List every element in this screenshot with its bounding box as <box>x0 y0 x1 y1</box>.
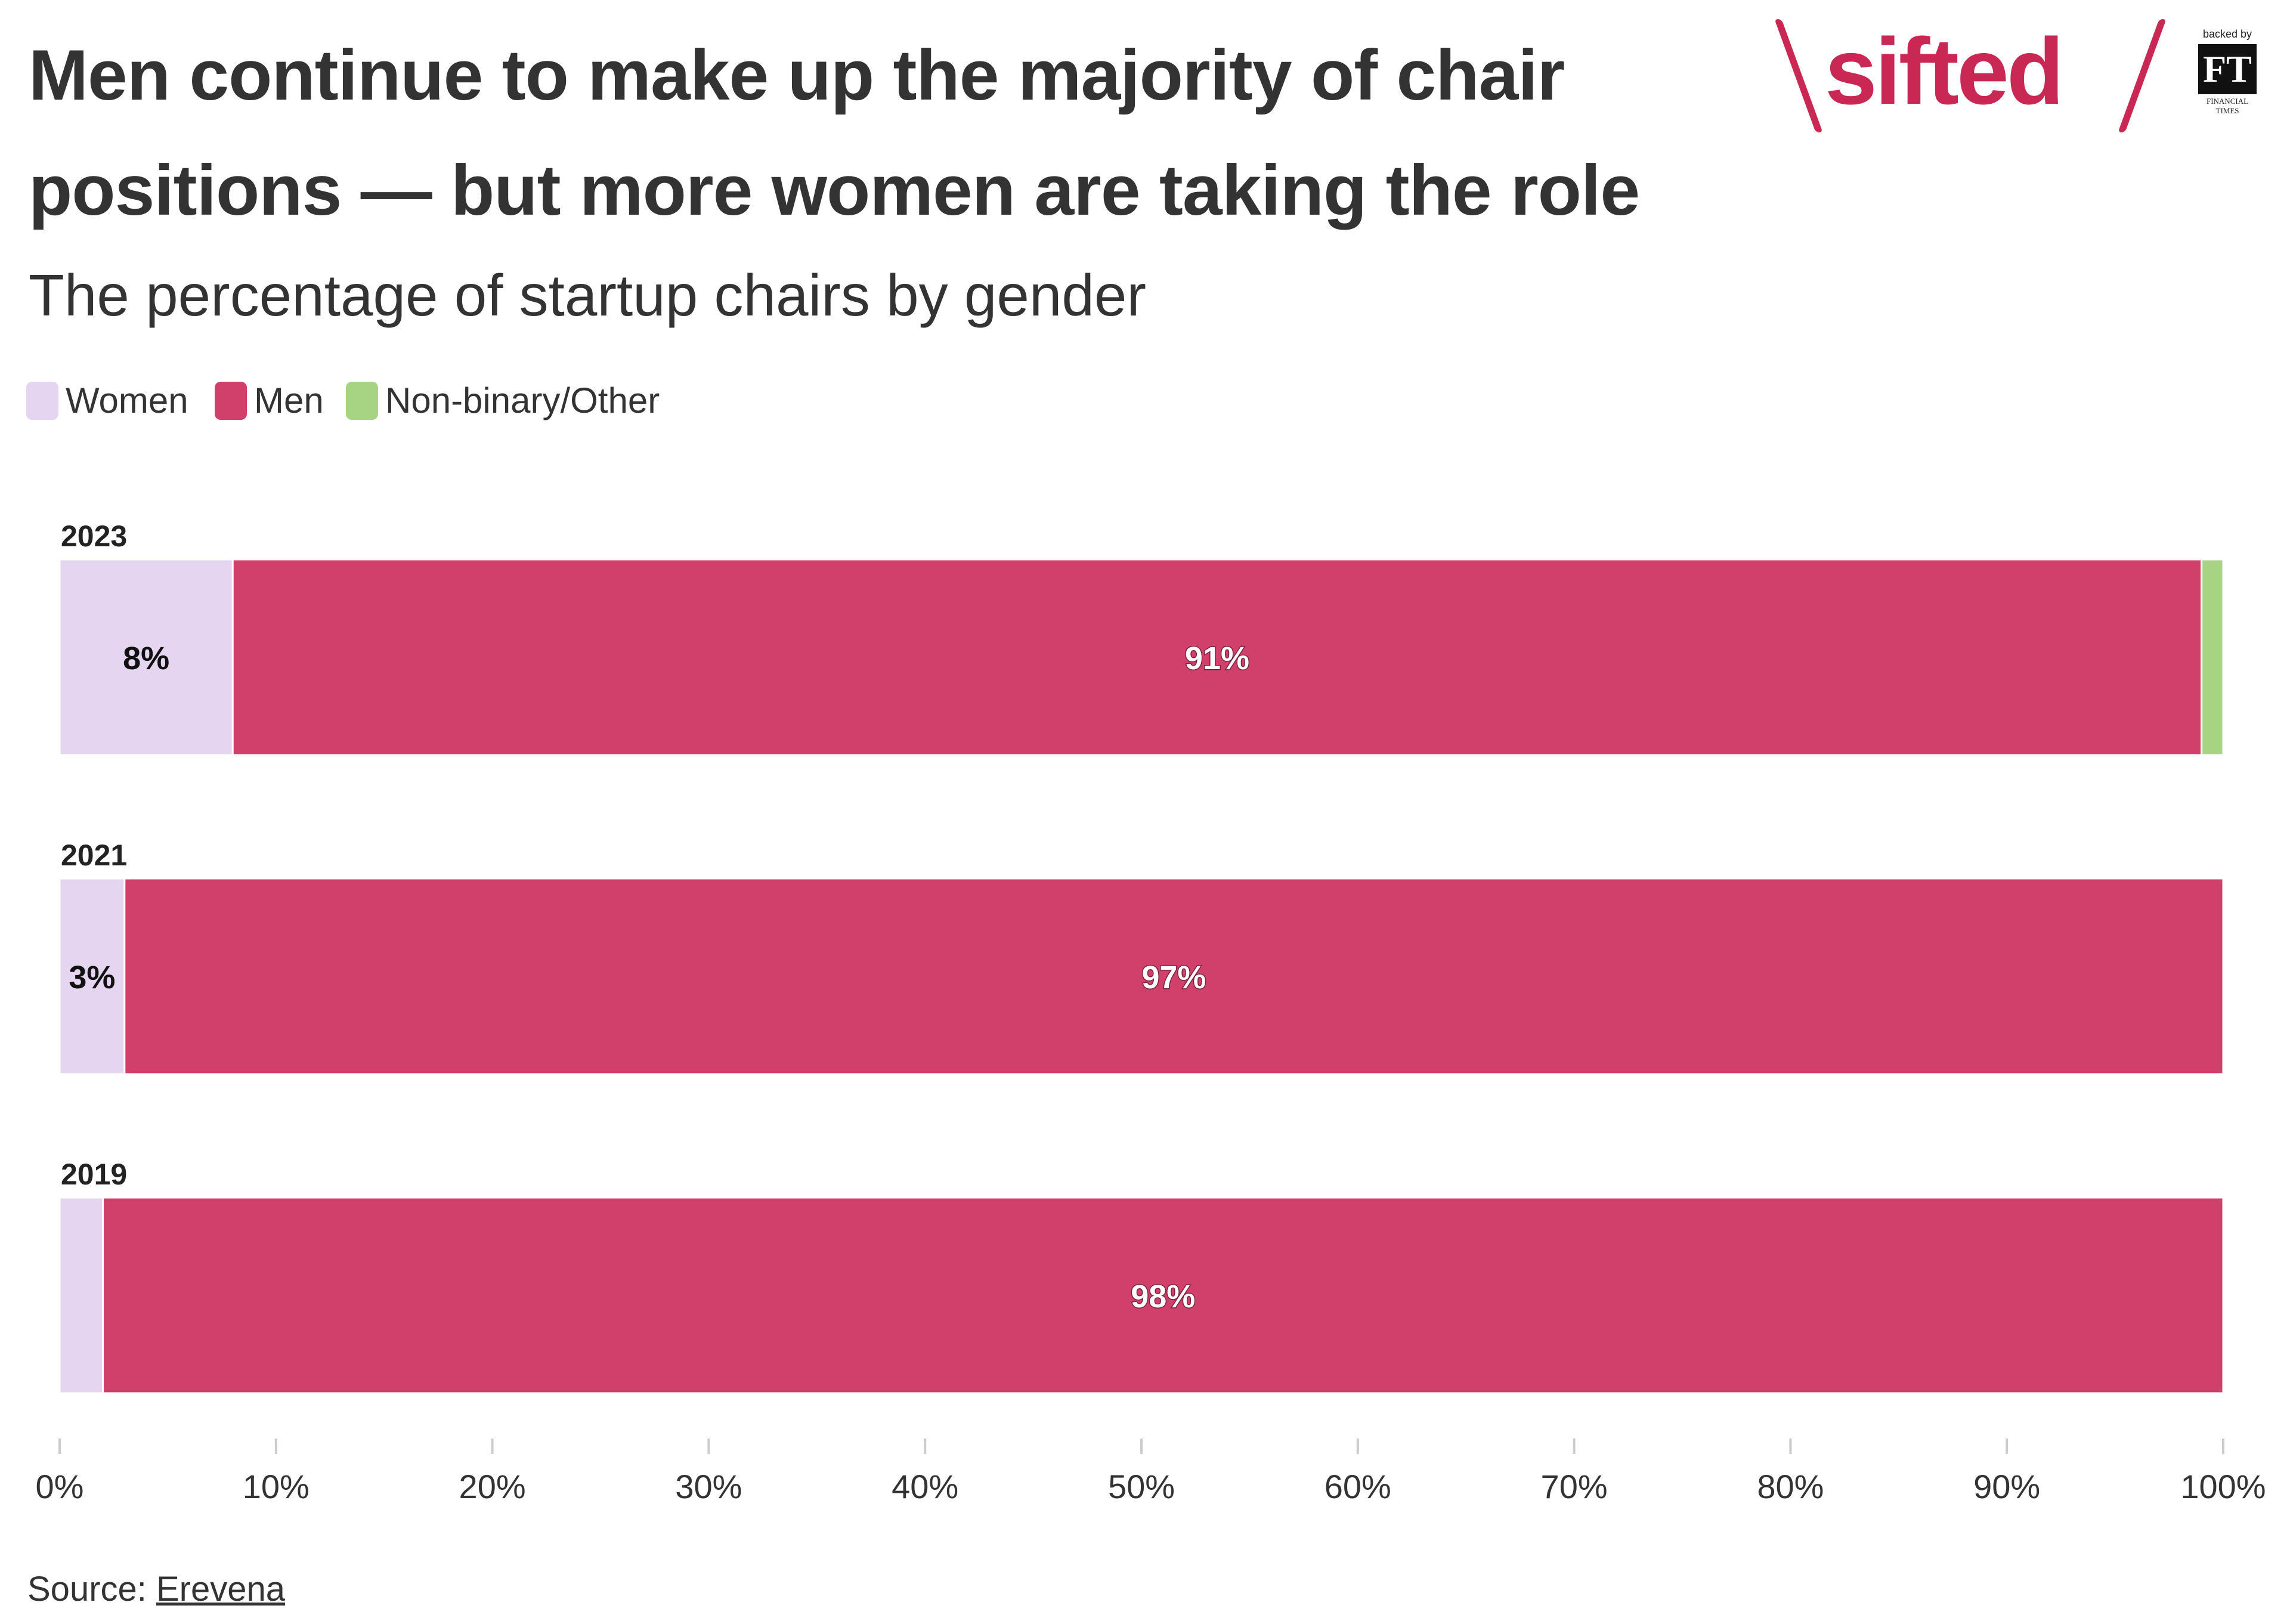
bar-men-2023[interactable] <box>231 558 2203 756</box>
ft-subtext: FINANCIAL TIMES <box>2206 97 2249 115</box>
x-tick-label-30: 30% <box>675 1468 742 1505</box>
sifted-logo[interactable]: sifted backed by FT FINANCIAL TIMES <box>1774 12 2260 132</box>
source-link[interactable]: Erevena <box>156 1570 286 1608</box>
x-tick-label-90: 90% <box>1973 1468 2040 1505</box>
x-tick-label-70: 70% <box>1541 1468 1608 1505</box>
x-tick-label-100: 100% <box>2180 1468 2266 1505</box>
bar-men-2019[interactable] <box>102 1196 2224 1394</box>
logo-wordmark: sifted <box>1825 19 2064 124</box>
bar-women-2021[interactable] <box>58 877 126 1075</box>
data-label-women-2023: 8% <box>123 641 169 676</box>
bar-women-2019[interactable] <box>58 1196 104 1394</box>
chart-subtitle: The percentage of startup chairs by gend… <box>29 262 1147 328</box>
source-prefix: Source: <box>27 1570 156 1608</box>
ft-logo-icon: FT <box>2198 44 2257 94</box>
data-label-men-2019: 98% <box>1131 1279 1195 1314</box>
legend-label-women: Women <box>66 381 188 420</box>
x-tick-label-60: 60% <box>1325 1468 1391 1505</box>
bar-men-2021[interactable] <box>123 877 2224 1075</box>
source-note: Source: Erevena <box>27 1566 285 1613</box>
x-tick-label-50: 50% <box>1108 1468 1175 1505</box>
x-tick-label-40: 40% <box>892 1468 958 1505</box>
category-label-2019: 2019 <box>61 1158 127 1191</box>
x-tick-label-10: 10% <box>243 1468 310 1505</box>
legend-label-men: Men <box>254 381 324 420</box>
data-label-men-2021: 97% <box>1141 960 1206 995</box>
x-tick-label-80: 80% <box>1757 1468 1824 1505</box>
bar-non-binary-other-2023[interactable] <box>2201 558 2224 756</box>
data-label-men-2023: 91% <box>1185 641 1249 676</box>
category-label-2023: 2023 <box>61 519 127 553</box>
stacked-bar-chart: 2023 8% 91% 2021 3% 97% 2019 98% 0% 10% 20% 30% 40% 5… <box>36 519 2266 1505</box>
x-tick-label-20: 20% <box>459 1468 526 1505</box>
legend-label-non-binary-other: Non-binary/Other <box>385 381 660 420</box>
legend-swatch-women <box>26 382 58 420</box>
legend-swatch-non-binary-other <box>346 382 378 420</box>
bar-women-2023[interactable] <box>58 558 234 756</box>
category-label-2021: 2021 <box>61 839 127 872</box>
x-tick-label-0: 0% <box>36 1468 84 1505</box>
ft-backed-by-text: backed by <box>2202 28 2252 40</box>
ft-badge: backed by FT FINANCIAL TIMES <box>2195 28 2260 115</box>
data-label-women-2021: 3% <box>69 960 115 995</box>
chart-title: Men continue to make up the majority of … <box>29 35 1640 230</box>
legend-swatch-men <box>215 382 247 420</box>
